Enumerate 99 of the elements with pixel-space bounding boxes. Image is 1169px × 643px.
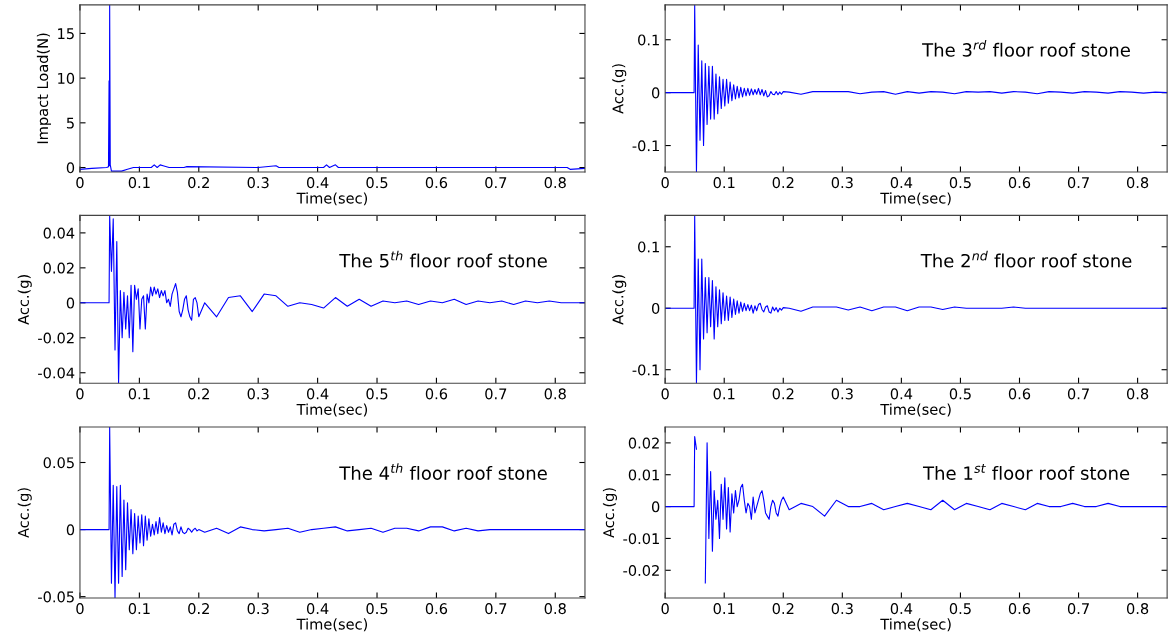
x-tick-label: 0.6 (425, 603, 448, 615)
x-tick-label: 0.2 (772, 603, 794, 615)
x-tick-label: 0.4 (890, 603, 913, 615)
annotation: The 1$^{st}$ floor roof stone (922, 463, 1130, 480)
x-tick-label: 0.8 (544, 388, 566, 400)
x-tick-label: 0.4 (306, 388, 329, 400)
x-tick-label: 0.8 (1126, 388, 1149, 400)
y-tick-label: -0.05 (38, 591, 74, 603)
line-series (79, 4, 585, 172)
x-tick-label: 0.5 (366, 603, 388, 615)
x-tick-label: 0.1 (713, 603, 735, 615)
x-tick-label: 0 (661, 388, 669, 400)
x-tick-label: 0.5 (366, 388, 388, 400)
y-axis-title: Acc.(g) (17, 275, 32, 325)
y-tick-label: 10 (58, 72, 75, 84)
y-tick-label: 0 (66, 524, 75, 536)
y-tick-label: 0 (651, 501, 660, 513)
x-tick-label: 0.2 (188, 177, 209, 189)
x-tick-label: 0 (76, 388, 84, 400)
x-tick-label: 0.7 (1067, 603, 1089, 615)
y-tick-label: -0.04 (38, 367, 75, 379)
y-tick-label: 5 (66, 117, 74, 129)
x-tick-label: 0.6 (1008, 603, 1031, 615)
x-tick-label: 0 (661, 603, 669, 615)
x-tick-label: 0.7 (485, 388, 507, 400)
x-tick-label: 0.6 (1008, 388, 1031, 400)
y-tick-label: -0.01 (623, 533, 659, 545)
line-series (79, 215, 585, 384)
x-tick-label: 0.3 (247, 603, 269, 615)
x-axis-title: Time(sec) (880, 618, 951, 632)
y-axis-title: Acc.(g) (612, 64, 627, 114)
x-tick-label: 0.7 (1067, 177, 1089, 189)
y-tick-label: 0 (66, 162, 75, 174)
x-tick-label: 0.5 (949, 177, 971, 189)
x-tick-label: 0.1 (128, 388, 150, 400)
y-axis-title: Acc.(g) (602, 488, 618, 538)
y-tick-label: -0.1 (632, 364, 659, 376)
x-tick-label: 0 (76, 603, 84, 615)
x-tick-label: 0.1 (128, 603, 150, 615)
x-axis-title: Time(sec) (296, 192, 368, 206)
x-tick-label: 0.8 (544, 177, 566, 189)
x-tick-label: 0.5 (949, 603, 971, 615)
x-axis-title: Time(sec) (880, 192, 951, 206)
x-tick-label: 0.7 (485, 603, 507, 615)
x-tick-label: 0.4 (306, 177, 329, 189)
line-series (665, 215, 1168, 384)
x-tick-label: 0 (76, 177, 84, 189)
x-tick-label: 0.3 (247, 388, 269, 400)
x-tick-label: 0.7 (485, 177, 507, 189)
line-series (665, 4, 1168, 172)
annotation: The 4$^{th}$ floor roof stone (339, 463, 547, 480)
y-tick-label: 0 (651, 302, 660, 314)
y-tick-label: 15 (58, 28, 74, 40)
x-tick-label: 0.3 (247, 177, 269, 189)
y-tick-label: 0.1 (638, 241, 659, 253)
x-tick-label: 0.8 (1126, 603, 1149, 615)
x-tick-label: 0.4 (890, 388, 913, 400)
y-axis-title: Impact Load(N) (36, 33, 51, 144)
x-tick-label: 0.1 (713, 177, 735, 189)
x-axis-title: Time(sec) (296, 618, 368, 632)
y-tick-label: 0.1 (638, 34, 659, 46)
y-tick-label: 0.05 (43, 457, 74, 469)
x-tick-label: 0.5 (366, 177, 388, 189)
y-tick-label: -0.02 (38, 332, 74, 344)
x-tick-label: 0.7 (1067, 388, 1089, 400)
x-tick-label: 0.4 (890, 177, 913, 189)
x-tick-label: 0.3 (831, 177, 853, 189)
x-tick-label: 0.4 (306, 603, 329, 615)
x-tick-label: 0.3 (831, 388, 853, 400)
y-tick-label: 0.04 (43, 227, 75, 239)
y-axis-title: Acc.(g) (612, 275, 627, 325)
x-tick-label: 0.6 (1008, 177, 1031, 189)
y-tick-label: -0.02 (623, 565, 659, 577)
annotation: The 5$^{th}$ floor roof stone (339, 250, 547, 268)
x-tick-label: 0.3 (831, 603, 853, 615)
x-tick-label: 0.5 (949, 388, 971, 400)
y-tick-label: -0.1 (632, 140, 659, 152)
x-axis-title: Time(sec) (296, 403, 368, 417)
y-tick-label: 0.02 (628, 437, 659, 449)
y-tick-label: 0 (66, 297, 75, 309)
x-tick-label: 0.2 (772, 177, 794, 189)
x-axis-title: Time(sec) (880, 403, 951, 417)
y-tick-label: 0 (651, 87, 660, 99)
x-tick-label: 0.8 (544, 603, 566, 615)
x-tick-label: 0.2 (772, 388, 794, 400)
y-tick-label: 0.02 (43, 262, 74, 274)
x-tick-label: 0.2 (188, 603, 209, 615)
x-tick-label: 0.1 (128, 177, 150, 189)
x-tick-label: 0.1 (713, 388, 735, 400)
x-tick-label: 0.8 (1126, 177, 1149, 189)
annotation: The 2$^{nd}$ floor roof stone (920, 250, 1132, 268)
x-tick-label: 0.2 (188, 388, 209, 400)
y-tick-label: 0.01 (628, 469, 659, 481)
line-series (79, 426, 585, 598)
x-tick-label: 0.6 (425, 177, 448, 189)
x-tick-label: 0.6 (425, 388, 448, 400)
y-axis-title: Acc.(g) (17, 488, 32, 538)
x-tick-label: 0 (661, 177, 669, 189)
annotation: The 3$^{rd}$ floor roof stone (922, 40, 1130, 57)
